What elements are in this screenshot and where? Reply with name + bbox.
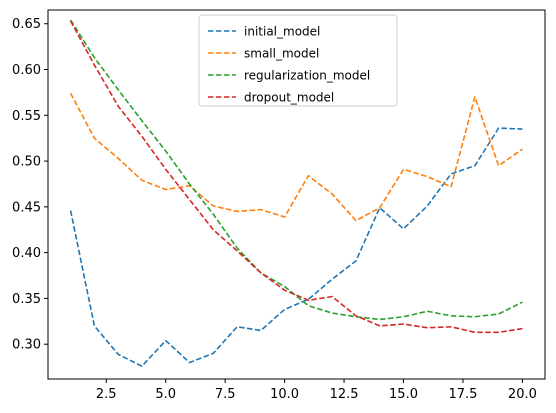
series-layer [69,19,523,367]
y-tick-label: 0.60 [12,63,41,78]
legend-label: small_model [244,47,319,61]
x-tick-label: 17.5 [448,387,477,402]
legend-label: initial_model [244,25,320,39]
legend-item: initial_model [208,25,320,39]
y-tick-label: 0.50 [12,155,41,170]
legend-item: regularization_model [208,69,370,83]
legend-box [198,14,398,107]
legend-label: dropout_model [244,91,334,105]
series-line-dropout_model [69,20,523,334]
legend-item: small_model [208,47,319,61]
series-line-regularization_model [69,19,523,321]
x-tick-label: 7.5 [215,387,236,402]
legend-item: dropout_model [208,91,334,105]
x-tick-label: 5.0 [155,387,176,402]
series-line-small_model [69,92,523,222]
plot-frame [47,9,546,380]
y-tick-label: 0.40 [12,246,41,261]
x-tick-label: 10.0 [270,387,299,402]
x-tick-label: 12.5 [330,387,359,402]
y-tick-label: 0.65 [12,17,41,32]
y-tick-label: 0.45 [12,200,41,215]
legend: initial_model small_model regularization_m… [198,14,398,107]
series-dropout_model [69,20,523,334]
legend-label: regularization_model [244,69,370,83]
x-tick-label: 2.5 [96,387,117,402]
x-tick-label: 20.0 [508,387,537,402]
series-regularization_model [69,19,523,321]
series-line-initial_model [69,127,523,367]
series-small_model [69,92,523,222]
y-tick-label: 0.35 [12,292,41,307]
x-tick-label: 15.0 [389,387,418,402]
y-tick-label: 0.30 [12,338,41,353]
series-initial_model [69,127,523,367]
axes-layer: 2.5 5.0 7.5 10.0 12.5 15.0 17.5 20.0 0.30 0.35 0.4… [12,9,546,402]
y-tick-label: 0.55 [12,109,41,124]
